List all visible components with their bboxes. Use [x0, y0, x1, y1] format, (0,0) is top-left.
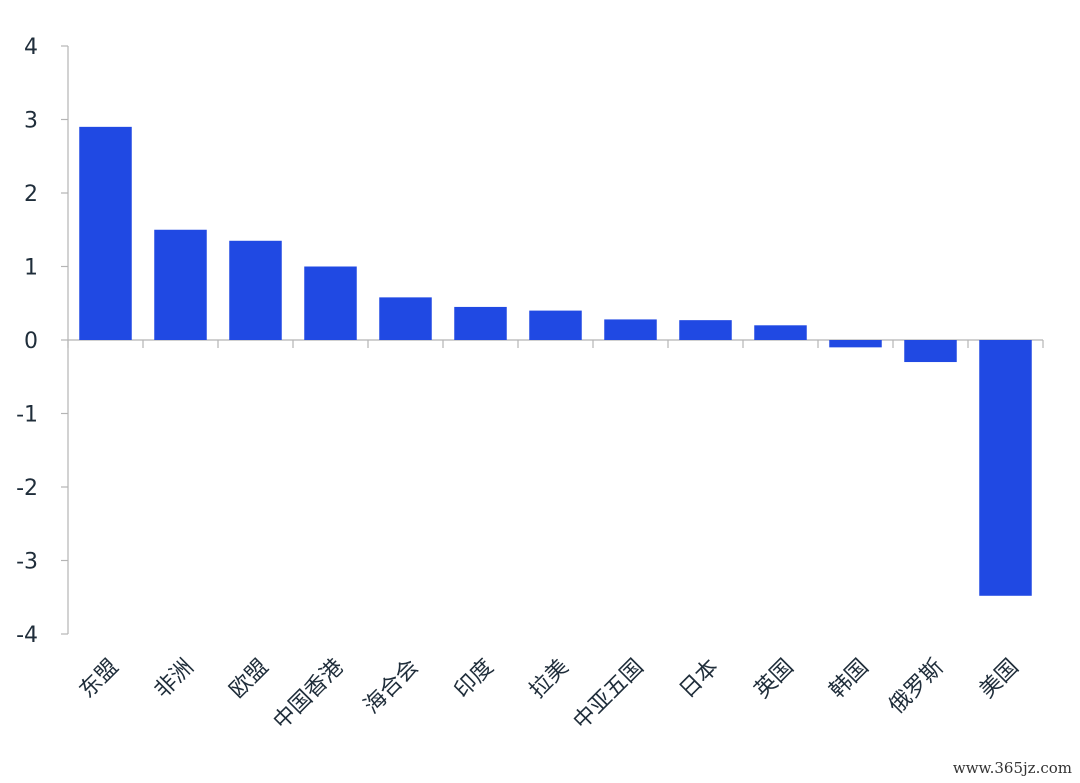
- bar: [604, 319, 657, 340]
- bar: [379, 297, 432, 340]
- bar: [304, 266, 357, 340]
- bar: [904, 340, 957, 363]
- y-tick-label: -2: [16, 476, 38, 501]
- y-tick-label: 1: [24, 256, 38, 281]
- bar: [979, 340, 1032, 596]
- x-category-label: 印度: [450, 655, 499, 704]
- x-category-label: 海合会: [359, 655, 423, 719]
- bar: [679, 320, 732, 340]
- x-category-label: 欧盟: [225, 655, 274, 704]
- watermark: www.365jz.com: [952, 759, 1072, 777]
- y-tick-label: -3: [16, 550, 38, 575]
- bar: [454, 306, 507, 340]
- bar: [154, 229, 207, 340]
- chart-bars: [79, 126, 1032, 596]
- x-category-label: 俄罗斯: [884, 655, 948, 719]
- bar: [79, 126, 132, 340]
- y-tick-label: 2: [24, 182, 38, 207]
- x-category-label: 韩国: [825, 655, 874, 704]
- bar: [754, 325, 807, 340]
- bar: [229, 240, 282, 340]
- y-tick-label: -4: [16, 623, 38, 648]
- bar: [829, 340, 882, 348]
- x-category-label: 中亚五国: [569, 655, 649, 735]
- y-tick-label: -1: [16, 403, 38, 428]
- x-category-label: 非洲: [150, 655, 199, 704]
- x-category-label: 拉美: [525, 655, 574, 704]
- y-tick-label: 4: [24, 35, 38, 60]
- x-category-label: 东盟: [75, 655, 124, 704]
- x-category-label: 中国香港: [269, 655, 349, 735]
- x-category-label: 英国: [750, 655, 799, 704]
- y-tick-label: 0: [24, 329, 38, 354]
- y-axis-ticks: 4 3 2 1 0 -1 -2 -3 -4: [16, 35, 68, 648]
- x-category-label: 日本: [675, 655, 724, 704]
- x-category-label: 美国: [975, 655, 1024, 704]
- bar: [529, 310, 582, 340]
- y-tick-label: 3: [24, 109, 38, 134]
